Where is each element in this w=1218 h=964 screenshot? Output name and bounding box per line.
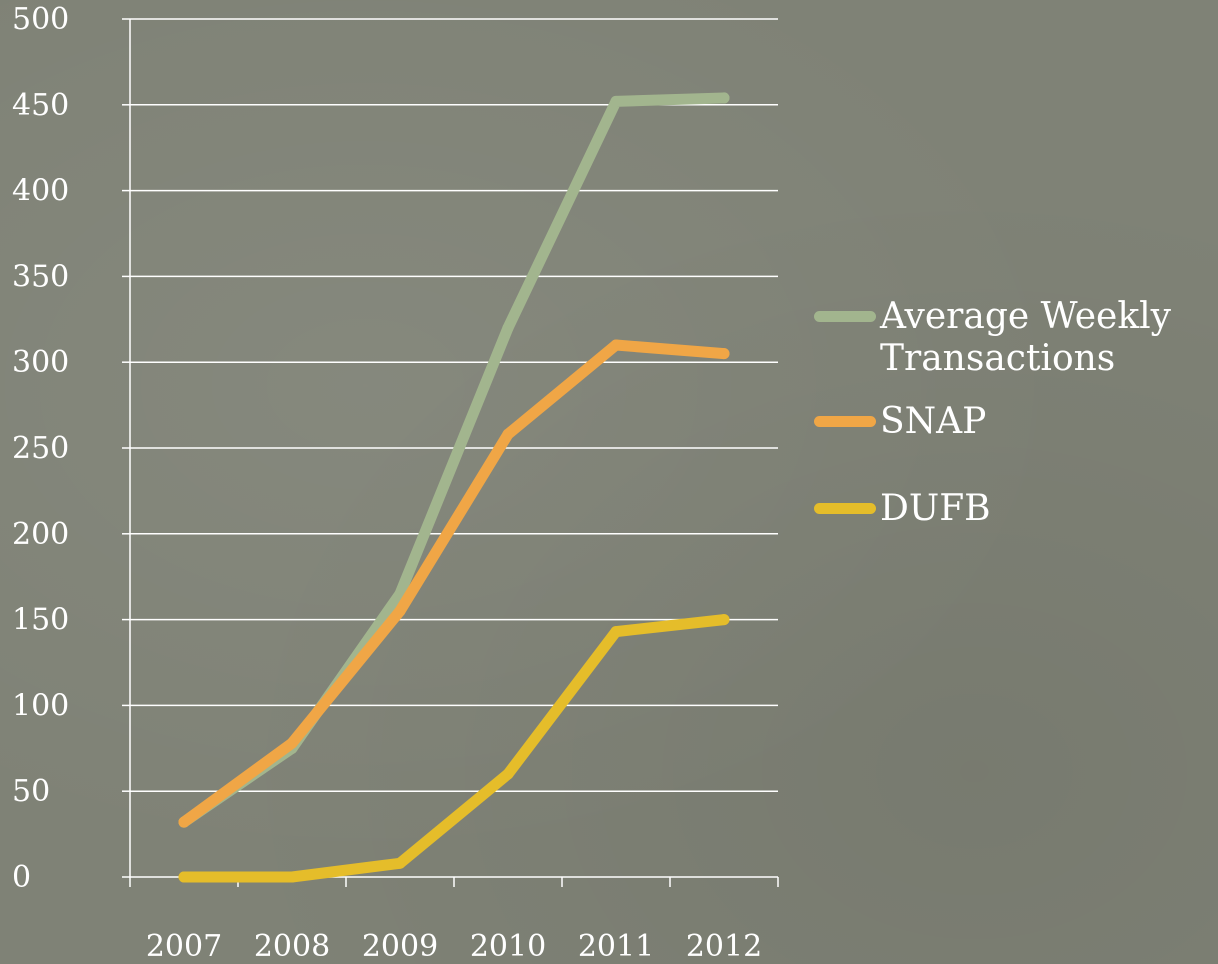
series-line-snap xyxy=(178,339,730,828)
y-tick-label-50: 50 xyxy=(12,774,50,809)
x-tick-label-2009: 2009 xyxy=(362,929,438,964)
data-point-snap-2010 xyxy=(502,428,514,440)
data-point-snap-2009 xyxy=(394,605,406,617)
legend-item-average-weekly-transactions: Average Weekly Transactions xyxy=(812,296,1212,380)
data-point-average-weekly-transactions-2012 xyxy=(718,92,730,104)
series-line-dufb xyxy=(178,614,730,883)
y-tick-label-500: 500 xyxy=(12,2,69,37)
x-tick-label-2007: 2007 xyxy=(146,929,222,964)
y-tick-label-200: 200 xyxy=(12,517,69,552)
legend-swatch-dufb xyxy=(814,503,876,514)
series-line-average-weekly-transactions xyxy=(178,92,730,828)
data-point-dufb-2009 xyxy=(394,857,406,869)
legend-swatch-average-weekly-transactions xyxy=(814,311,876,322)
y-tick-label-0: 0 xyxy=(12,860,31,895)
legend-item-dufb: DUFB xyxy=(812,488,1212,530)
data-point-snap-2008 xyxy=(286,737,298,749)
data-point-dufb-2007 xyxy=(178,871,190,883)
x-tick-label-2010: 2010 xyxy=(470,929,546,964)
data-point-average-weekly-transactions-2010 xyxy=(502,322,514,334)
data-point-dufb-2012 xyxy=(718,614,730,626)
y-tick-label-400: 400 xyxy=(12,174,69,209)
y-tick-label-450: 450 xyxy=(12,88,69,123)
y-tick-label-100: 100 xyxy=(12,688,69,723)
legend-swatch-snap xyxy=(814,416,876,427)
legend-label-dufb: DUFB xyxy=(880,488,991,529)
data-point-dufb-2010 xyxy=(502,768,514,780)
legend-label-snap: SNAP xyxy=(880,401,987,442)
legend-label-average-weekly-transactions: Average Weekly Transactions xyxy=(880,296,1171,379)
data-point-snap-2012 xyxy=(718,348,730,360)
legend-item-snap: SNAP xyxy=(812,401,1212,443)
y-tick-label-250: 250 xyxy=(12,431,69,466)
x-tick-label-2011: 2011 xyxy=(578,929,654,964)
data-point-snap-2011 xyxy=(610,339,622,351)
y-tick-label-300: 300 xyxy=(12,345,69,380)
data-point-snap-2007 xyxy=(178,816,190,828)
y-tick-label-350: 350 xyxy=(12,259,69,294)
y-tick-label-150: 150 xyxy=(12,603,69,638)
x-tick-label-2012: 2012 xyxy=(686,929,762,964)
data-point-average-weekly-transactions-2011 xyxy=(610,95,622,107)
data-point-dufb-2008 xyxy=(286,871,298,883)
data-point-dufb-2011 xyxy=(610,626,622,638)
legend: Average Weekly Transactions SNAP DUFB xyxy=(812,296,1212,530)
x-tick-label-2008: 2008 xyxy=(254,929,330,964)
